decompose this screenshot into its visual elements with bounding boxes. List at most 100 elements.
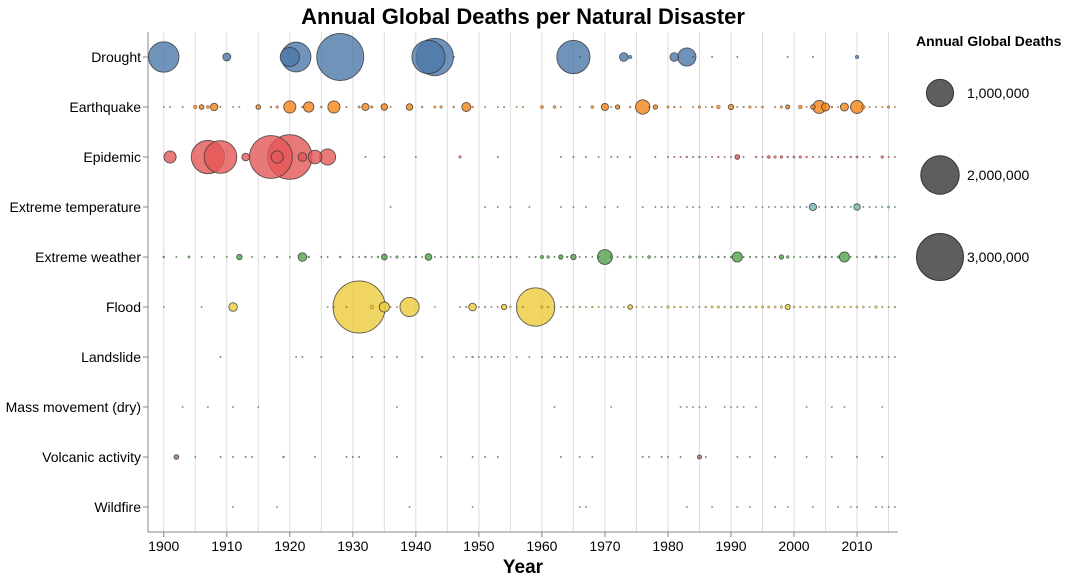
- bubble-extreme-temperature: [786, 206, 789, 208]
- bubble-landslide: [761, 356, 764, 358]
- bubble-landslide: [730, 356, 732, 358]
- bubble-landslide: [875, 356, 877, 358]
- bubble-extreme-temperature: [673, 206, 676, 208]
- bubble-earthquake: [736, 106, 739, 108]
- bubble-epidemic: [559, 156, 562, 158]
- bubble-flood: [710, 305, 714, 309]
- bubble-extreme-temperature: [660, 206, 663, 208]
- bubble-drought: [711, 56, 713, 58]
- bubble-epidemic: [585, 156, 587, 158]
- bubble-epidemic: [496, 156, 499, 158]
- bubble-extreme-weather: [263, 256, 266, 258]
- bubble-extreme-weather: [578, 256, 581, 258]
- bubble-volcanic-activity: [219, 456, 222, 458]
- bubble-extreme-weather: [503, 256, 506, 258]
- bubble-landslide: [635, 356, 638, 358]
- bubble-extreme-weather: [534, 255, 537, 259]
- bubble-flood: [666, 305, 670, 309]
- bubble-flood: [547, 305, 550, 309]
- bubble-extreme-weather: [767, 256, 770, 258]
- bubble-volcanic-activity: [471, 456, 474, 458]
- bubble-earthquake: [461, 102, 472, 112]
- bubble-landslide: [641, 356, 644, 358]
- bubble-landslide: [648, 356, 650, 358]
- bubble-wildfire: [408, 506, 411, 508]
- bubble-landslide: [559, 356, 562, 358]
- bubble-landslide: [698, 356, 701, 358]
- bubble-drought: [556, 39, 591, 75]
- bubble-earthquake: [206, 105, 210, 109]
- bubble-extreme-weather: [539, 254, 545, 260]
- bubble-mass-movement-dry: [257, 406, 260, 408]
- bubble-wildfire: [578, 506, 581, 508]
- bubble-landslide: [774, 356, 777, 358]
- bubble-earthquake: [742, 105, 745, 109]
- bubble-wildfire: [875, 506, 877, 508]
- bubble-extreme-temperature: [818, 206, 821, 208]
- bubble-extreme-temperature: [893, 206, 896, 208]
- bubble-extreme-weather: [717, 255, 720, 259]
- bubble-earthquake: [361, 102, 370, 112]
- bubble-mass-movement-dry: [755, 406, 758, 408]
- bubble-extreme-weather: [570, 253, 577, 261]
- bubble-extreme-weather: [609, 255, 613, 259]
- bubble-landslide: [673, 356, 676, 358]
- bubble-landslide: [843, 356, 846, 358]
- bubble-extreme-weather: [414, 255, 418, 259]
- bubble-landslide: [541, 356, 543, 358]
- bubble-epidemic: [779, 155, 784, 159]
- bubble-extreme-weather: [565, 255, 569, 259]
- bubble-extreme-weather: [187, 255, 191, 259]
- bubble-landslide: [793, 356, 795, 358]
- bubble-flood: [490, 306, 493, 308]
- bubble-volcanic-activity: [440, 456, 442, 458]
- bubble-flood: [484, 305, 487, 309]
- bubble-drought: [812, 56, 814, 58]
- bubble-epidemic: [880, 155, 884, 159]
- bubble-extreme-weather: [175, 256, 178, 258]
- bubble-earthquake: [303, 101, 315, 113]
- bubble-wildfire: [232, 506, 234, 508]
- bubble-earthquake: [868, 106, 871, 108]
- bubble-earthquake: [821, 102, 830, 112]
- x-tick-label: 1920: [274, 538, 305, 554]
- bubble-extreme-weather: [849, 256, 852, 258]
- bubble-mass-movement-dry: [736, 406, 739, 408]
- bubble-flood: [792, 305, 796, 309]
- bubble-flood: [830, 305, 834, 309]
- x-tick-label: 1970: [589, 538, 620, 554]
- bubble-epidemic: [163, 150, 177, 164]
- bubble-extreme-weather: [528, 256, 531, 258]
- bubble-extreme-weather: [641, 256, 644, 258]
- bubble-extreme-temperature: [736, 206, 739, 208]
- x-tick-label: 1900: [148, 538, 179, 554]
- bubble-extreme-weather: [799, 256, 802, 258]
- size-legend: Annual Global Deaths 1,000,000 2,000,000 3…: [916, 33, 1062, 281]
- bubble-earthquake: [610, 106, 613, 108]
- bubble-extreme-weather: [389, 256, 392, 258]
- bubble-extreme-weather: [546, 255, 550, 259]
- bubble-extreme-temperature: [604, 206, 606, 208]
- bubble-earthquake: [540, 105, 544, 109]
- bubble-extreme-weather: [339, 255, 342, 259]
- bubble-extreme-weather: [358, 256, 361, 258]
- bubble-earthquake: [779, 105, 783, 109]
- bubble-flood: [692, 306, 695, 308]
- bubble-flood: [779, 305, 783, 309]
- bubble-extreme-weather: [477, 256, 480, 258]
- bubble-extreme-weather: [805, 256, 808, 258]
- bubble-flood: [591, 305, 594, 309]
- bubble-wildfire: [881, 506, 884, 508]
- bubble-earthquake: [673, 105, 676, 109]
- bubble-wildfire: [774, 506, 777, 508]
- bubble-earthquake: [210, 102, 219, 112]
- bubble-extreme-weather: [622, 256, 625, 258]
- bubble-landslide: [585, 356, 587, 358]
- bubble-landslide: [320, 356, 323, 358]
- bubble-extreme-weather: [225, 256, 228, 258]
- bubble-drought: [452, 55, 455, 59]
- size-legend-label: 3,000,000: [967, 249, 1029, 265]
- bubble-wildfire: [685, 506, 688, 508]
- bubble-extreme-temperature: [698, 206, 701, 208]
- bubble-mass-movement-dry: [685, 406, 688, 408]
